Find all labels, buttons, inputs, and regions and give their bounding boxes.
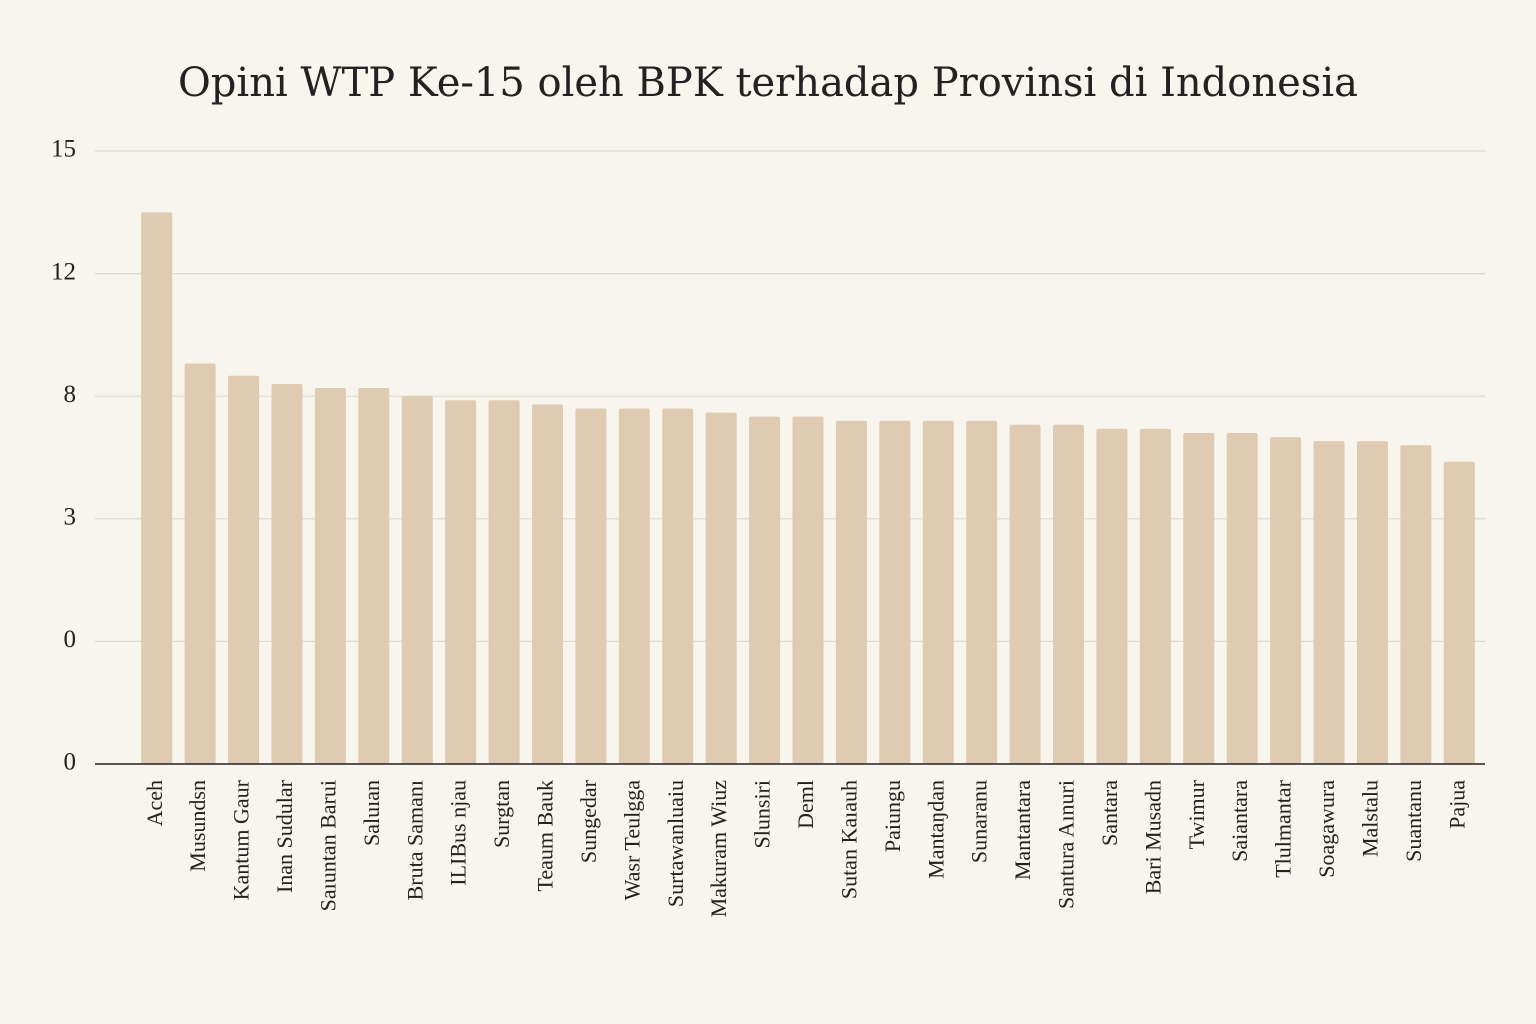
x-tick-label: Mantantara bbox=[1010, 780, 1035, 880]
bar bbox=[835, 420, 867, 764]
bar bbox=[531, 404, 563, 764]
x-tick-label: Mantaŋdan bbox=[923, 780, 948, 879]
y-tick-label: 12 bbox=[51, 258, 76, 285]
bar bbox=[1096, 428, 1128, 764]
x-tick-label: Sunaranu bbox=[967, 780, 992, 863]
bar bbox=[1443, 461, 1475, 764]
bar bbox=[1270, 437, 1302, 764]
x-tick-label: Aceh bbox=[142, 780, 167, 826]
bar bbox=[749, 416, 781, 764]
bar bbox=[705, 412, 737, 764]
x-tick-label: Teaum Bauk bbox=[533, 780, 558, 891]
bar bbox=[1053, 424, 1085, 764]
bar bbox=[1226, 432, 1258, 764]
bar bbox=[1009, 424, 1041, 764]
bar bbox=[1139, 428, 1171, 764]
bar bbox=[141, 212, 173, 765]
bar bbox=[228, 375, 260, 764]
bar bbox=[879, 420, 911, 764]
x-tick-label: Sungedar bbox=[576, 779, 601, 863]
x-tick-label: Deml bbox=[793, 780, 818, 829]
x-tick-label: Surtawanluaiu bbox=[663, 780, 688, 907]
x-tick-label: Surgtan bbox=[489, 780, 514, 848]
bar bbox=[966, 420, 998, 764]
x-tick-label: Saiantara bbox=[1227, 780, 1252, 862]
x-tick-label: Inan Sudular bbox=[272, 779, 297, 893]
bar bbox=[1313, 441, 1345, 764]
x-tick-label: Saluıan bbox=[359, 780, 384, 846]
chart-title: Opini WTP Ke-15 oleh BPK terhadap Provin… bbox=[178, 60, 1358, 106]
bar bbox=[445, 400, 477, 764]
bar bbox=[1183, 432, 1215, 764]
x-tick-label: Saıuntan Barui bbox=[315, 780, 340, 911]
x-tick-label: Soagawura bbox=[1314, 780, 1339, 878]
y-tick-label: 0 bbox=[64, 626, 77, 653]
x-tick-label: Sutan Kaıauh bbox=[836, 780, 861, 899]
bar bbox=[401, 396, 433, 764]
bar bbox=[922, 420, 954, 764]
y-tick-label: 0 bbox=[64, 749, 77, 776]
bar bbox=[271, 383, 303, 764]
y-tick-label: 3 bbox=[64, 504, 77, 531]
x-tick-label: Bruta Samanı bbox=[402, 780, 427, 900]
bar bbox=[792, 416, 824, 764]
bar bbox=[1400, 445, 1432, 764]
bar bbox=[314, 388, 346, 764]
x-tick-label: Suantanu bbox=[1401, 780, 1426, 862]
x-tick-label: ILIBus njau bbox=[446, 780, 471, 886]
bar bbox=[618, 408, 650, 764]
bar bbox=[1356, 441, 1388, 764]
x-tick-label: Musundsn bbox=[185, 780, 210, 872]
bar bbox=[662, 408, 694, 764]
x-tick-label: Kantum Gaur bbox=[229, 779, 254, 900]
x-tick-label: Slunsiri bbox=[750, 780, 775, 848]
bar bbox=[575, 408, 607, 764]
x-tick-label: Bari Musadn bbox=[1140, 780, 1165, 894]
bar bbox=[358, 388, 390, 764]
x-tick-label: Makuram Wiuz bbox=[706, 780, 731, 918]
x-tick-label: Malstalu bbox=[1357, 780, 1382, 857]
x-tick-label: Paiungu bbox=[880, 780, 905, 852]
x-tick-label: Santara bbox=[1097, 780, 1122, 846]
y-tick-label: 15 bbox=[51, 136, 76, 163]
y-tick-label: 8 bbox=[64, 381, 77, 408]
bar bbox=[488, 400, 520, 764]
x-tick-label: Twimur bbox=[1184, 779, 1209, 849]
x-tick-label: Wasr Teulgga bbox=[619, 780, 644, 901]
x-tick-label: Santura Aınuri bbox=[1054, 780, 1079, 909]
x-tick-label: Pajua bbox=[1444, 780, 1469, 829]
x-tick-label: Tlulmantar bbox=[1271, 779, 1296, 877]
bar bbox=[184, 363, 216, 764]
